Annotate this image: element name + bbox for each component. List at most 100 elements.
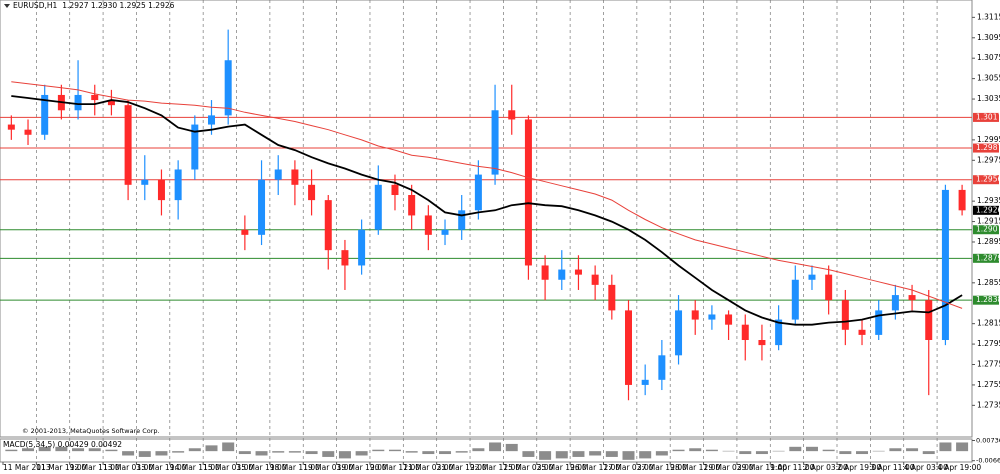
candle-body <box>291 169 299 185</box>
x-tick-label: 29 Mar 03:00 <box>704 463 754 472</box>
candle-body <box>958 189 966 211</box>
x-tick-label: 19 Mar 19:00 <box>337 463 387 472</box>
y-tick-label: 1.2775 <box>977 360 1000 369</box>
level-tag <box>973 112 999 122</box>
y-tick-label: 1.3075 <box>977 53 1000 62</box>
y-tick-label: 1.2915 <box>977 217 1000 226</box>
x-tick-label: 4 Apr 19:00 <box>937 463 981 472</box>
macd-bar <box>639 451 652 459</box>
x-tick-label: 3 Apr 11:00 <box>870 463 914 472</box>
candle-body <box>224 60 232 116</box>
price-label: 1.2926 <box>976 205 1000 214</box>
y-tick-label: 1.2755 <box>977 380 1000 389</box>
macd-bar <box>105 449 118 452</box>
macd-bar <box>405 451 418 453</box>
macd-bar <box>122 451 135 456</box>
candle-body <box>208 115 215 125</box>
candle-body <box>157 179 165 201</box>
macd-bar <box>939 442 952 452</box>
candle-body <box>574 269 582 275</box>
candle-body <box>658 355 666 380</box>
y-tick-label: 1.2975 <box>977 155 1000 164</box>
candle-body <box>341 250 349 266</box>
x-tick-label: 25 Mar 19:00 <box>537 463 587 472</box>
x-tick-label: 27 Mar 03:00 <box>603 463 653 472</box>
y-tick-label: 1.2795 <box>977 339 1000 348</box>
candle-body <box>491 110 499 175</box>
candle-body <box>374 184 382 230</box>
chart-header: EURUSD,H1 1.2927 1.2930 1.2925 1.2926 <box>13 1 175 10</box>
macd-bar <box>755 451 768 455</box>
candle-body <box>141 179 149 185</box>
menu-icon[interactable] <box>4 4 10 8</box>
macd-bar <box>889 448 902 452</box>
candle-body <box>74 94 82 111</box>
candle-body <box>308 184 316 201</box>
level-label: 1.3017 <box>976 112 1000 121</box>
candle-body <box>191 124 199 170</box>
macd-bar <box>689 448 702 452</box>
y-tick-label: 1.3035 <box>977 94 1000 103</box>
candle-body <box>7 124 15 130</box>
candle-body <box>941 189 949 341</box>
macd-bar <box>288 451 301 453</box>
candle-body <box>358 229 366 266</box>
x-tick-label: 13 Mar 03:00 <box>103 463 153 472</box>
x-tick-label: 15 Mar 03:00 <box>203 463 253 472</box>
level-tag <box>973 225 999 235</box>
macd-bar <box>589 451 602 456</box>
level-label: 1.2838 <box>976 295 1000 304</box>
macd-bar <box>839 451 852 455</box>
candle-body <box>841 300 849 330</box>
candle-body <box>91 94 99 101</box>
y-tick-label: 1.2735 <box>977 400 1000 409</box>
macd-bar <box>555 451 568 459</box>
macd-bar <box>739 451 752 455</box>
candle-body <box>458 210 466 230</box>
macd-bar <box>422 451 435 455</box>
macd-bar <box>88 448 101 452</box>
macd-bar <box>305 451 318 455</box>
macd-bar <box>188 448 201 452</box>
candle-body <box>324 200 332 251</box>
macd-bar <box>906 448 919 452</box>
x-tick-label: 27 Mar 19:00 <box>637 463 687 472</box>
x-tick-label: 15 Mar 19:00 <box>237 463 287 472</box>
level-label: 1.2907 <box>976 225 1000 234</box>
symbol: EURUSD,H1 <box>13 1 57 10</box>
candle-body <box>691 310 699 320</box>
candle-body <box>908 295 916 301</box>
candle-body <box>808 274 816 280</box>
x-tick-label: 26 Mar 11:00 <box>570 463 620 472</box>
x-tick-label: 2 Apr 03:00 <box>804 463 848 472</box>
macd-bar <box>505 443 518 452</box>
y-tick-label: 1.3115 <box>977 12 1000 21</box>
x-tick-label: 11 Mar 19:00 <box>36 463 86 472</box>
macd-bar <box>138 451 151 457</box>
candle-body <box>524 119 532 266</box>
x-tick-label: 21 Mar 03:00 <box>403 463 453 472</box>
macd-panel <box>0 438 973 463</box>
macd-bar <box>655 451 668 456</box>
y-tick-label: 1.2815 <box>977 319 1000 328</box>
x-tick-label: 20 Mar 11:00 <box>370 463 420 472</box>
macd-title: MACD(5,34,5) 0.00429 0.00492 <box>3 440 122 449</box>
moving-average <box>11 95 963 326</box>
macd-bar <box>55 446 68 452</box>
level-tag <box>973 143 999 153</box>
macd-bar <box>872 450 885 452</box>
macd-bar <box>355 451 368 456</box>
x-tick-label: 25 Mar 03:00 <box>503 463 553 472</box>
candle-body <box>24 129 32 135</box>
candle-body <box>474 174 482 211</box>
candle-body <box>875 310 883 335</box>
candle-body <box>107 100 115 106</box>
x-tick-label: 18 Mar 11:00 <box>270 463 320 472</box>
y-tick-label: 1.2895 <box>977 237 1000 246</box>
macd-bar <box>789 446 802 452</box>
macd-bar <box>238 451 251 455</box>
candle-body <box>274 169 282 180</box>
x-tick-label: 14 Mar 11:00 <box>170 463 220 472</box>
candle-body <box>608 284 616 311</box>
